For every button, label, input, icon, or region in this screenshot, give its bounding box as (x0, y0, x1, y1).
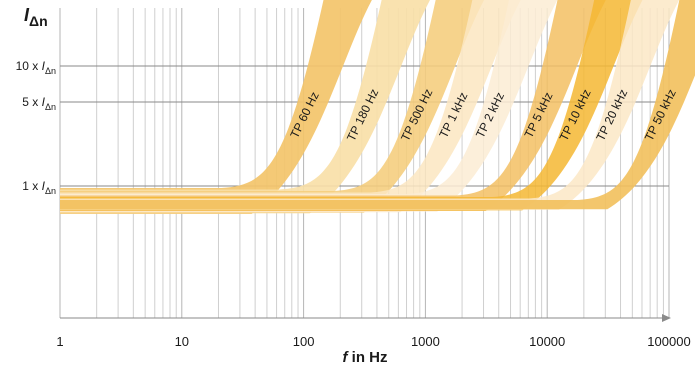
y-tick-label: 1 x IΔn (22, 179, 56, 196)
band-tp-500-hz (60, 0, 485, 213)
bands (60, 0, 695, 214)
x-tick-label: 10 (175, 334, 189, 349)
band-tp-50-khz (60, 0, 695, 210)
band-tp-180-hz (60, 0, 431, 214)
x-axis-arrow-icon (662, 314, 671, 322)
x-axis-title: f in Hz (343, 349, 388, 366)
y-tick-label: 5 x IΔn (22, 95, 56, 112)
y-tick-label: 10 x IΔn (16, 59, 56, 76)
y-axis-title: IΔn (24, 5, 48, 29)
x-tick-label: 1 (56, 334, 63, 349)
x-tick-label: 1000 (411, 334, 440, 349)
x-tick-label: 10000 (529, 334, 565, 349)
band-tp-2-khz (60, 0, 558, 212)
axes: 1 10 100 1000 10000 100000 f in Hz 10 x IΔn 5 x … (16, 5, 691, 366)
x-tick-label: 100000 (647, 334, 690, 349)
x-tick-label: 100 (293, 334, 315, 349)
band-tp-60-hz (60, 0, 372, 214)
band-tp-1-khz (60, 0, 521, 213)
